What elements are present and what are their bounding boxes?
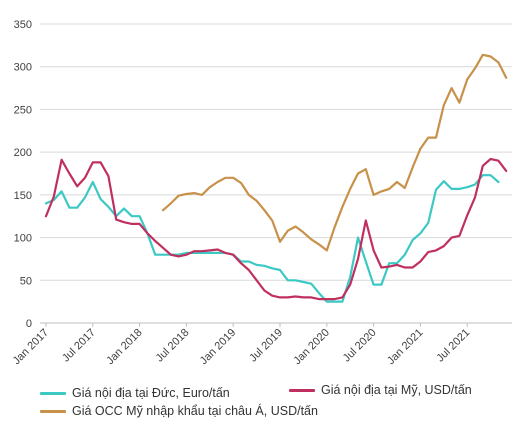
axes [40, 322, 512, 327]
grid-lines [40, 23, 512, 281]
y-tick-label: 100 [14, 233, 32, 245]
x-axis-tick-labels: Jan 2017 Jul 2017 Jan 2018 Jul 2018 Jan 2019… [11, 327, 473, 367]
x-tick-label: Jan 2021 [385, 327, 425, 367]
series-line-asia-occ [161, 53, 508, 252]
x-tick-label: Jan 2020 [291, 327, 331, 367]
x-tick-label: Jan 2019 [198, 327, 238, 367]
series-lines [44, 53, 508, 303]
y-axis-tick-labels: 0 50 100 150 200 250 300 350 [14, 19, 32, 330]
x-tick-label: Jul 2021 [434, 327, 472, 365]
x-tick-label: Jul 2019 [247, 327, 285, 365]
x-tick-label: Jul 2017 [60, 327, 98, 365]
y-tick-label: 300 [14, 62, 32, 74]
x-tick-label: Jan 2018 [104, 327, 144, 367]
x-tick-label: Jan 2017 [11, 327, 51, 367]
y-tick-label: 50 [20, 275, 32, 287]
y-tick-label: 150 [14, 190, 32, 202]
y-tick-label: 250 [14, 104, 32, 116]
y-tick-label: 0 [26, 318, 32, 330]
x-tick-label: Jul 2020 [341, 327, 379, 365]
x-tick-label: Jul 2018 [154, 327, 192, 365]
y-tick-label: 200 [14, 147, 32, 159]
y-tick-label: 350 [14, 19, 32, 31]
series-line-germany [44, 174, 500, 303]
series-line-us [44, 157, 508, 301]
